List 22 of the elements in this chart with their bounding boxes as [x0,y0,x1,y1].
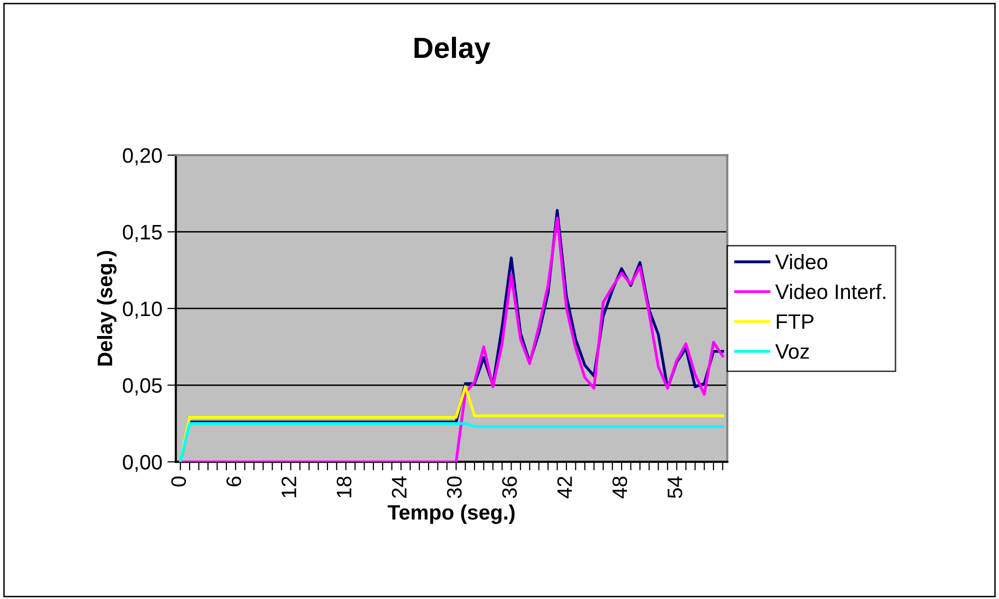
x-axis-title: Tempo (seg.) [388,504,515,524]
x-tick-label: 48 [612,476,628,498]
x-tick-label: 12 [282,476,296,498]
x-tick-label: 42 [557,476,572,498]
x-tick-label: 30 [446,476,462,498]
legend-label: FTP [776,314,814,329]
y-tick-label: 0,05 [122,378,162,396]
x-tick-label: 24 [392,476,406,498]
y-tick-label: 0,10 [122,301,162,319]
y-tick-label: 0,00 [122,454,162,472]
legend-label: Voz [775,344,809,359]
legend-label: Video [775,254,828,270]
y-tick-label: 0,15 [122,224,162,242]
y-axis-title: Delay (seg.) [97,251,117,366]
x-tick-label: 6 [226,476,242,486]
x-tick-label: 18 [336,476,352,498]
legend-label: Video Interf. [775,284,886,300]
y-tick-label: 0,20 [122,148,162,166]
x-tick-label: 54 [668,476,682,498]
x-tick-label: 36 [502,476,517,498]
chart-title: Delay [414,36,490,64]
x-tick-label: 0 [171,476,186,486]
